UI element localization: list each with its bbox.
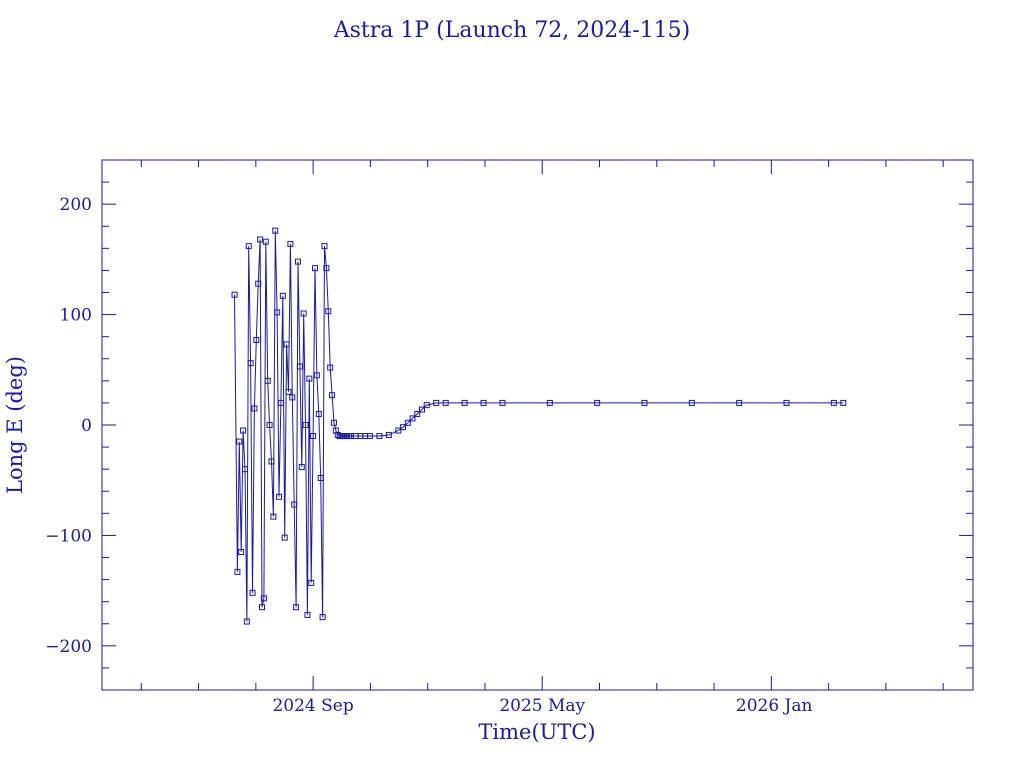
data-point (480, 399, 487, 406)
data-point (243, 618, 250, 625)
data-point (260, 595, 267, 602)
y-tick-label: 100 (60, 306, 92, 326)
chart-title: Astra 1P (Launch 72, 2024-115) (333, 18, 691, 43)
data-point (266, 422, 273, 428)
data-point (245, 243, 252, 250)
data-point (641, 399, 648, 406)
series-line (234, 230, 844, 622)
x-tick-label: 2026 Jan (736, 696, 813, 716)
data-point (315, 410, 322, 417)
data-point (323, 265, 330, 272)
data-point (321, 243, 328, 250)
data-point (840, 399, 847, 406)
data-point (262, 238, 269, 245)
data-point (304, 611, 311, 618)
data-point (277, 399, 284, 406)
data-point (302, 422, 309, 428)
data-point (231, 291, 238, 298)
data-point (330, 419, 337, 426)
data-point (329, 392, 336, 399)
data-point (327, 364, 334, 371)
data-point (317, 475, 324, 481)
data-point (287, 240, 294, 247)
data-point (736, 399, 743, 406)
data-point (296, 363, 303, 370)
data-point (249, 589, 256, 596)
data-point (334, 431, 341, 438)
data-point (830, 399, 837, 406)
data-point (442, 399, 449, 406)
data-point (257, 236, 264, 243)
data-point (404, 419, 411, 426)
data-point (241, 466, 248, 473)
data-point (783, 399, 790, 406)
data-point (274, 309, 281, 316)
data-point (433, 399, 440, 406)
data-point (395, 427, 402, 434)
data-point (270, 513, 277, 520)
data-point (238, 548, 245, 555)
data-point (247, 360, 254, 367)
data-point (258, 604, 265, 611)
data-point (688, 399, 695, 406)
data-point (253, 336, 260, 343)
data-point (414, 410, 421, 417)
data-point (312, 265, 319, 272)
data-point (293, 604, 300, 611)
data-point (300, 310, 307, 317)
data-point (234, 568, 241, 575)
data-point (400, 424, 407, 431)
data-point (319, 614, 326, 621)
data-points (231, 227, 847, 625)
y-tick-label: 0 (81, 416, 92, 436)
data-point (251, 405, 258, 412)
data-point (418, 406, 425, 413)
data-point (289, 394, 296, 401)
data-line (234, 230, 844, 622)
data-point (546, 399, 553, 406)
data-point (272, 227, 279, 234)
y-tick-label: 200 (60, 195, 92, 215)
plot-frame (101, 159, 974, 691)
data-point (385, 431, 392, 438)
data-point (240, 427, 247, 434)
data-point (306, 375, 313, 382)
y-tick-label: −100 (45, 526, 92, 546)
data-point (255, 280, 262, 287)
data-point (276, 493, 283, 500)
data-point (308, 579, 315, 586)
data-point (283, 341, 290, 348)
y-axis-label: Long E (deg) (3, 356, 27, 494)
data-point (268, 458, 275, 465)
data-point (409, 415, 416, 422)
data-point (423, 402, 430, 409)
y-tick-labels: 200 100 0 −100 −200 (45, 195, 92, 657)
data-point (294, 258, 301, 265)
data-point (332, 427, 339, 434)
data-point (298, 463, 305, 470)
data-point (236, 438, 243, 445)
data-point (499, 399, 506, 406)
data-point (325, 308, 332, 315)
data-point (313, 372, 320, 379)
data-point (279, 292, 286, 299)
data-point (461, 399, 468, 406)
axis-ticks (102, 160, 973, 690)
data-point (366, 433, 373, 440)
data-point (264, 377, 271, 384)
data-point (310, 433, 317, 440)
data-point (281, 534, 288, 541)
x-tick-label: 2024 Sep (272, 696, 353, 716)
y-tick-label: −200 (45, 637, 92, 657)
x-tick-label: 2025 May (499, 696, 585, 716)
x-tick-labels: 2024 Sep 2025 May 2026 Jan (272, 696, 812, 716)
data-point (376, 433, 383, 440)
data-point (285, 388, 292, 395)
data-point (291, 501, 298, 508)
x-axis-label: Time(UTC) (478, 720, 595, 744)
data-point (594, 399, 601, 406)
